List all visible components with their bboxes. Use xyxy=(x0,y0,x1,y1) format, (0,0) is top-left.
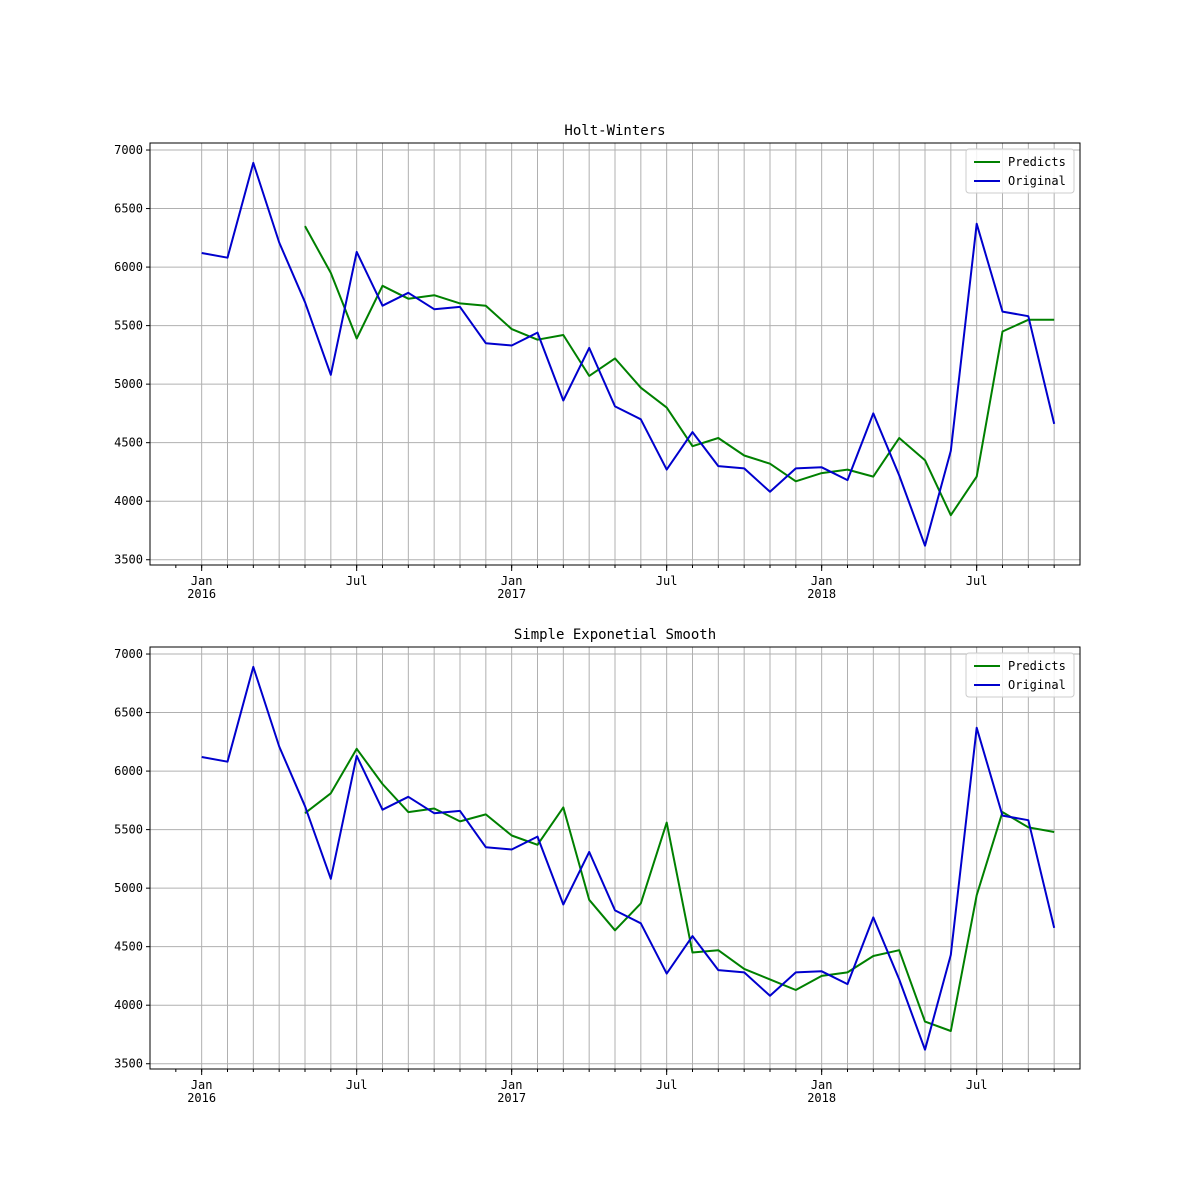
x-tick-label-month: Jul xyxy=(656,574,678,588)
y-tick-label: 3500 xyxy=(114,1057,143,1071)
y-tick-label: 6500 xyxy=(114,202,143,216)
series-line-original xyxy=(201,161,1056,547)
series-line-original xyxy=(201,665,1056,1051)
y-tick-label: 5000 xyxy=(114,881,143,895)
legend-label: Original xyxy=(1008,174,1066,188)
legend: Predicts Original xyxy=(965,652,1075,698)
y-tick-label: 6000 xyxy=(114,764,143,778)
legend-label: Original xyxy=(1008,678,1066,692)
x-tick-label-month: Jul xyxy=(656,1078,678,1092)
y-tick-label: 5500 xyxy=(114,823,143,837)
y-tick-label: 7000 xyxy=(114,143,143,157)
x-tick-label-year: 2018 xyxy=(807,587,836,601)
x-tick-label-year: 2018 xyxy=(807,1091,836,1105)
plot-frame xyxy=(149,646,1081,1070)
x-tick-label-year: 2016 xyxy=(187,587,216,601)
x-tick-label-month: Jan xyxy=(811,1078,833,1092)
y-tick-label: 5500 xyxy=(114,319,143,333)
x-tick-label-month: Jan xyxy=(191,574,213,588)
chart-title: Simple Exponetial Smooth xyxy=(514,627,716,643)
x-tick-label-year: 2017 xyxy=(497,587,526,601)
y-tick-label: 4000 xyxy=(114,494,143,508)
legend-label: Predicts xyxy=(1008,155,1066,169)
y-tick-label: 5000 xyxy=(114,377,143,391)
plot-frame xyxy=(149,142,1081,566)
x-tick-label-year: 2016 xyxy=(187,1091,216,1105)
x-tick-label-month: Jul xyxy=(346,574,368,588)
x-tick-label-month: Jul xyxy=(966,1078,988,1092)
y-tick-label: 4500 xyxy=(114,436,143,450)
chart-panel-2: 35004000450050005500600065007000Jan2016J… xyxy=(114,627,1081,1105)
legend: Predicts Original xyxy=(965,148,1075,194)
y-tick-label: 3500 xyxy=(114,553,143,567)
x-tick-label-month: Jul xyxy=(346,1078,368,1092)
x-tick-label-month: Jan xyxy=(811,574,833,588)
y-tick-label: 4000 xyxy=(114,998,143,1012)
y-tick-label: 4500 xyxy=(114,940,143,954)
x-tick-label-month: Jan xyxy=(501,574,523,588)
series-line-predicts xyxy=(304,225,1055,517)
y-tick-label: 6000 xyxy=(114,260,143,274)
x-tick-label-month: Jan xyxy=(191,1078,213,1092)
chart-panel-1: 35004000450050005500600065007000Jan2016J… xyxy=(114,123,1081,601)
chart-title: Holt-Winters xyxy=(564,123,665,139)
y-tick-label: 6500 xyxy=(114,706,143,720)
legend-label: Predicts xyxy=(1008,659,1066,673)
y-tick-label: 7000 xyxy=(114,647,143,661)
x-tick-label-year: 2017 xyxy=(497,1091,526,1105)
x-tick-label-month: Jan xyxy=(501,1078,523,1092)
x-tick-label-month: Jul xyxy=(966,574,988,588)
series-line-predicts xyxy=(304,747,1055,1032)
